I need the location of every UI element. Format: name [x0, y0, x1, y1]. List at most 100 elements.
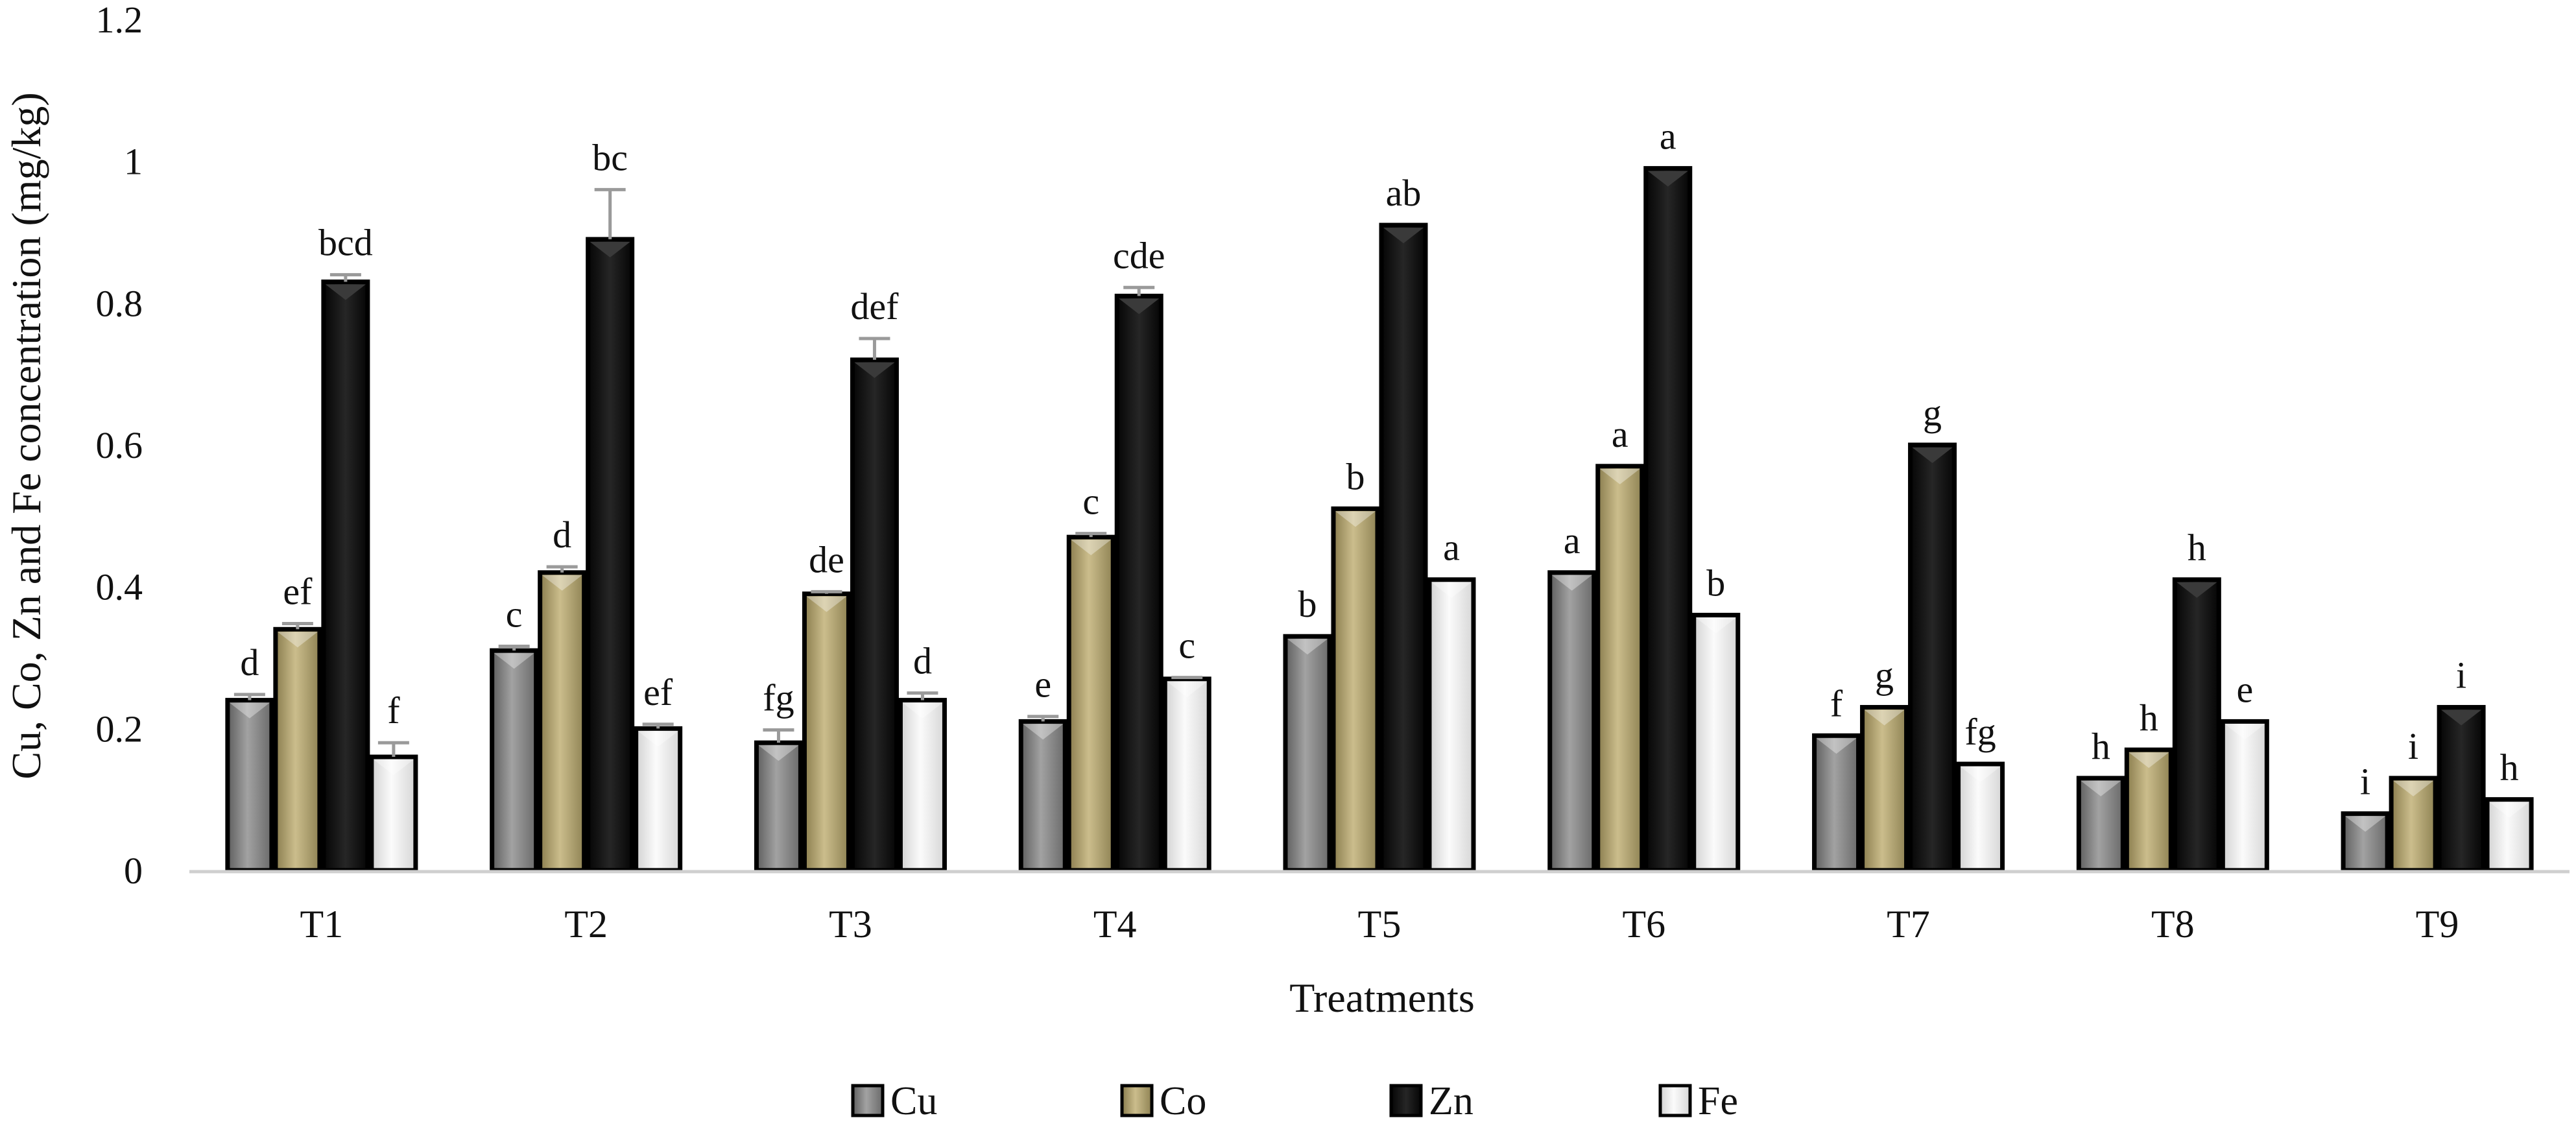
bar-bevel — [1287, 639, 1328, 655]
bar-zn-t8 — [2172, 577, 2221, 873]
significance-label: e — [1034, 663, 1051, 706]
legend-label: Fe — [1698, 1079, 1738, 1123]
bar-cu-t9 — [2341, 811, 2390, 873]
bar-bevel — [229, 702, 270, 719]
significance-label: ab — [1386, 172, 1422, 214]
legend-swatch — [1120, 1084, 1154, 1117]
bar-co-t1 — [273, 626, 322, 873]
bar-bevel — [2224, 724, 2265, 740]
bar-bevel — [1167, 681, 1208, 697]
significance-label: c — [1178, 625, 1195, 667]
bar-bevel — [2129, 752, 2169, 769]
bar-zn-t7 — [1908, 442, 1957, 873]
bar-bevel — [1960, 767, 2001, 782]
bar-bevel — [1599, 468, 1640, 484]
significance-label: c — [506, 593, 523, 636]
bar-bevel — [373, 759, 414, 776]
bar-zn-t5 — [1379, 222, 1428, 873]
legend-item-zn: Zn — [1389, 1079, 1473, 1123]
legend: Cu Co Zn Fe — [851, 1079, 1738, 1123]
significance-label: fg — [763, 677, 794, 719]
x-tick-label: T3 — [829, 903, 872, 946]
significance-label: i — [2360, 761, 2370, 803]
significance-label: a — [1564, 519, 1580, 562]
significance-label: f — [387, 689, 400, 732]
bar-bevel — [1647, 171, 1688, 187]
bar-fe-t2 — [634, 726, 683, 873]
bar-zn-t1 — [321, 280, 370, 873]
bar-group-t1: def bcd f — [225, 222, 418, 873]
bar-zn-t3 — [850, 357, 899, 873]
y-tick-label: 0 — [124, 850, 143, 892]
significance-label: h — [2092, 725, 2110, 767]
bar-bevel — [1551, 575, 1592, 591]
bar-zn-t4 — [1114, 293, 1163, 873]
legend-swatch — [1658, 1084, 1692, 1117]
significance-label: c — [1082, 481, 1099, 523]
bar-bevel — [2489, 802, 2530, 818]
legend-item-fe: Fe — [1658, 1079, 1738, 1123]
bar-bevel — [590, 241, 630, 257]
bar-fe-t8 — [2220, 719, 2269, 873]
bar-cu-t8 — [2076, 776, 2125, 873]
bar-bevel — [1864, 710, 1905, 726]
bar-cu-t1 — [225, 698, 274, 873]
bar-cu-t7 — [1812, 733, 1861, 873]
significance-label: cde — [1113, 234, 1165, 276]
significance-label: b — [1346, 455, 1365, 497]
bar-co-t7 — [1860, 705, 1909, 873]
significance-label: bcd — [318, 222, 373, 264]
legend-swatch — [851, 1084, 885, 1117]
bar-cu-t4 — [1018, 719, 1067, 873]
significance-label: e — [2236, 668, 2253, 710]
x-tick-label: T5 — [1358, 903, 1401, 946]
bar-bevel — [902, 702, 943, 719]
bar-co-t6 — [1595, 464, 1645, 873]
bar-bevel — [494, 653, 534, 669]
y-axis-title: Cu, Co, Zn and Fe concentration (mg/kg) — [3, 92, 49, 779]
bar-group-t2: cd bc ef — [490, 136, 683, 873]
bar-group-t6: a a a b — [1547, 115, 1741, 873]
bar-zn-t2 — [586, 237, 635, 873]
y-tick-label: 0.4 — [96, 566, 143, 608]
legend-label: Cu — [890, 1079, 937, 1123]
significance-label: fg — [1964, 711, 1996, 753]
y-tick-label: 0.8 — [96, 282, 143, 324]
significance-label: bc — [592, 136, 628, 178]
bar-bevel — [1383, 228, 1424, 244]
significance-label: a — [1443, 527, 1460, 569]
bar-bevel — [806, 596, 847, 612]
bar-bevel — [277, 632, 318, 648]
bar-fe-t5 — [1427, 577, 1476, 873]
significance-label: def — [850, 285, 899, 328]
bar-bevel — [2081, 780, 2121, 796]
significance-label: de — [809, 538, 844, 580]
significance-label: f — [1830, 682, 1843, 724]
bar-cu-t2 — [490, 648, 539, 873]
x-tick-label: T6 — [1622, 903, 1665, 946]
bar-bevel — [638, 731, 678, 747]
x-tick-label: T9 — [2416, 903, 2459, 946]
bar-bevel — [1071, 540, 1112, 556]
bar-bevel — [2441, 710, 2482, 726]
significance-label: a — [1612, 413, 1628, 455]
bar-co-t5 — [1331, 506, 1380, 873]
bar-zn-t6 — [1643, 166, 1693, 873]
bar-fe-t3 — [898, 698, 947, 873]
significance-label: g — [1875, 654, 1894, 697]
significance-label: h — [2188, 527, 2206, 569]
bar-fe-t9 — [2485, 797, 2534, 873]
bar-bevel — [542, 575, 582, 591]
significance-label: h — [2140, 697, 2158, 739]
bar-bevel — [2393, 780, 2434, 796]
bar-fe-t4 — [1162, 676, 1211, 873]
significance-label: g — [1923, 392, 1942, 434]
bar-bevel — [1119, 298, 1160, 315]
legend-swatch — [1389, 1084, 1423, 1117]
x-tick-label: T2 — [564, 903, 608, 946]
significance-label: i — [2408, 725, 2418, 767]
